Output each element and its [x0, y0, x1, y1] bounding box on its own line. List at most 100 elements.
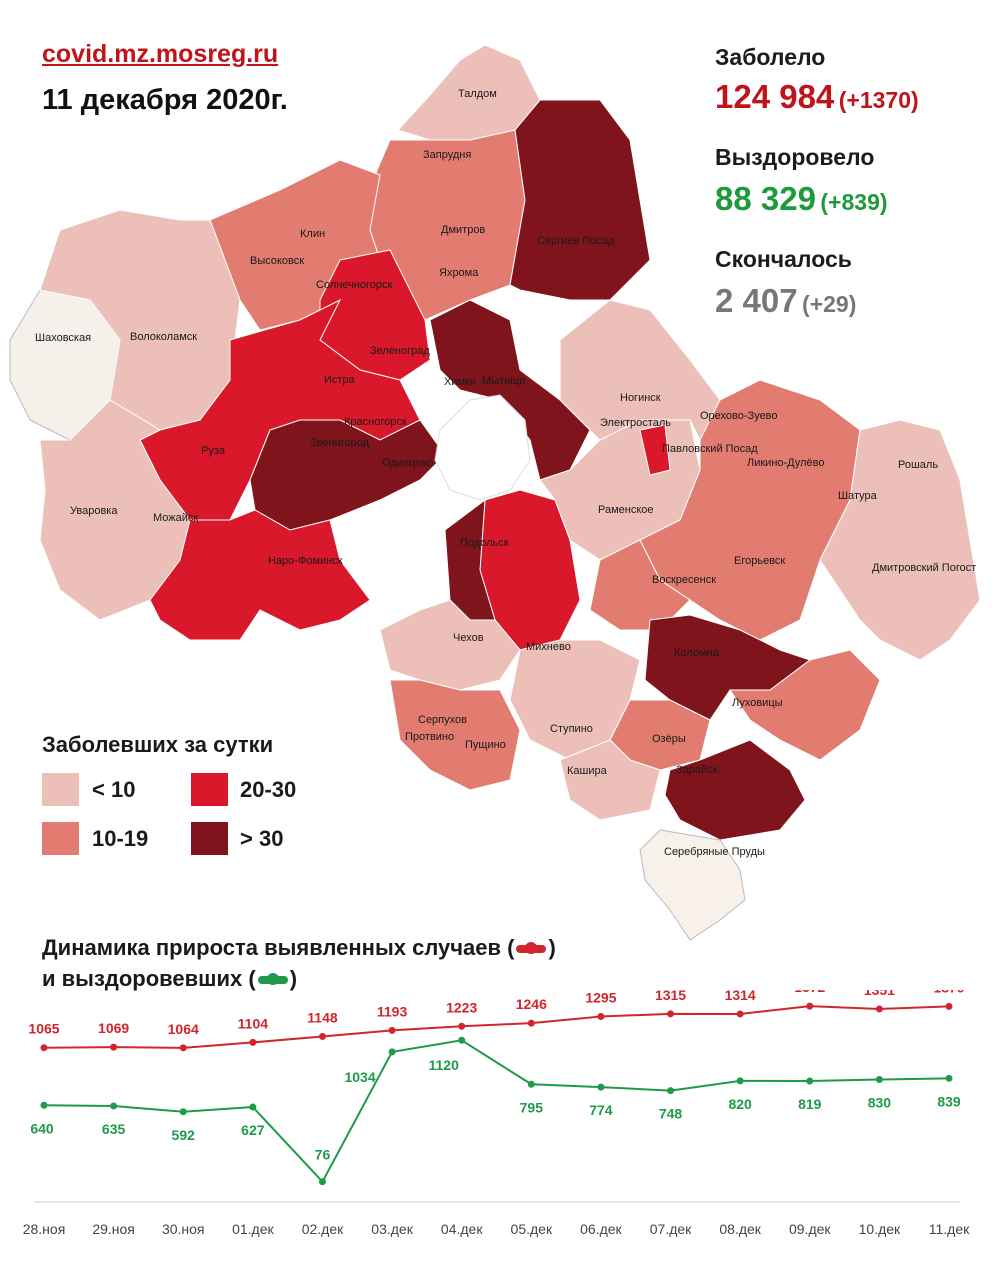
cases-data-label: 1370 [933, 990, 964, 995]
recovered-data-label: 748 [659, 1106, 683, 1122]
town-label: Серпухов [418, 714, 467, 726]
town-label: Химки [444, 376, 476, 388]
region-map: Талдом Запрудня Дмитров Яхрома Сергиев П… [9, 44, 981, 941]
district-kashira [559, 739, 661, 821]
x-tick-label: 11.дек [929, 1221, 970, 1237]
district-lukhovitsy [729, 649, 881, 761]
recovered-point [388, 1048, 396, 1056]
recovered-point [40, 1101, 48, 1109]
recovered-point [110, 1102, 118, 1110]
legend-swatch-lt10 [42, 773, 79, 806]
town-label: Волоколамск [130, 331, 197, 343]
district-voskresensk [589, 539, 691, 631]
town-label: Пущино [465, 739, 506, 751]
town-label: Михнево [526, 641, 571, 653]
district-serpukhov [389, 679, 521, 791]
district-pavlovsky-posad [639, 424, 671, 476]
recovered-data-label: 592 [172, 1127, 196, 1143]
x-tick-label: 07.дек [650, 1221, 692, 1237]
cases-point [318, 1032, 326, 1040]
town-label: Луховицы [732, 697, 783, 709]
town-label: Ногинск [620, 392, 661, 404]
district-naro-fominsk [149, 509, 371, 641]
recovered-data-label: 640 [30, 1120, 54, 1136]
town-label: Электросталь [600, 417, 671, 429]
town-label: Звенигород [310, 437, 370, 449]
cases-data-label: 1315 [655, 990, 686, 1003]
dynamics-title-line1-end: ) [548, 935, 556, 960]
infected-delta: (+1370) [838, 87, 919, 113]
x-tick-label: 28.ноя [23, 1221, 66, 1237]
cases-data-label: 1223 [446, 999, 477, 1015]
cases-point [249, 1038, 257, 1046]
legend-label-lt10: < 10 [92, 777, 136, 802]
dynamics-title-line2: и выздоровевших ( [42, 966, 256, 991]
cases-data-label: 1314 [725, 990, 756, 1003]
town-label: Талдом [458, 88, 497, 100]
recovered-point [875, 1076, 883, 1084]
town-label: Дмитров [441, 224, 485, 236]
x-tick-label: 10.дек [859, 1221, 901, 1237]
town-label: Раменское [598, 504, 654, 516]
recovered-value: 88 329 [715, 180, 816, 217]
recovered-stat: 88 329 (+839) [715, 180, 888, 218]
town-label: Кашира [567, 765, 608, 777]
x-tick-label: 30.ноя [162, 1221, 205, 1237]
town-label: Дмитровский Погост [872, 562, 976, 574]
town-label: Орехово-Зуево [700, 410, 778, 422]
x-tick-label: 04.дек [441, 1221, 483, 1237]
x-tick-label: 03.дек [371, 1221, 413, 1237]
town-label: Истра [324, 374, 356, 386]
cases-legend-icon [516, 942, 547, 955]
x-tick-label: 01.дек [232, 1221, 274, 1237]
town-label: Мытищи [482, 375, 525, 387]
legend-label-gt30: > 30 [240, 826, 284, 851]
cases-data-label: 1069 [98, 1020, 129, 1036]
infected-label: Заболело [715, 44, 826, 70]
town-label: Рошаль [898, 459, 938, 471]
town-label: Павловский Посад [662, 443, 758, 455]
recovered-point [527, 1080, 535, 1088]
recovered-data-label: 774 [589, 1102, 613, 1118]
moscow-city [434, 394, 531, 501]
legend-title: Заболевших за сутки [42, 732, 274, 757]
source-link[interactable]: covid.mz.mosreg.ru [42, 40, 279, 68]
cases-data-label: 1372 [794, 990, 825, 995]
recovered-series-line [43, 1039, 950, 1184]
town-label: Чехов [453, 632, 484, 644]
district-shatura [819, 419, 981, 661]
recovered-point [806, 1077, 814, 1085]
town-label: Подольск [460, 537, 509, 549]
cases-point [40, 1044, 48, 1052]
cases-data-label: 1295 [585, 990, 616, 1006]
district-sergiev-posad [509, 99, 651, 301]
cases-data-label: 1193 [377, 1003, 408, 1019]
cases-point [110, 1043, 118, 1051]
town-label: Ликино-Дулёво [747, 457, 825, 469]
legend-swatch-10-19 [42, 822, 79, 855]
legend-swatch-20-30 [191, 773, 228, 806]
deaths-delta: (+29) [802, 291, 857, 317]
cases-data-label: 1104 [238, 1015, 269, 1031]
cases-point [875, 1005, 883, 1013]
dynamics-title-line1: Динамика прироста выявленных случаев ( [42, 935, 515, 960]
dynamics-title-line2-end: ) [289, 966, 298, 991]
town-label: Зарайск [676, 764, 718, 776]
recovered-point [179, 1108, 187, 1116]
recovered-data-label: 627 [241, 1122, 265, 1138]
town-label: Коломна [674, 647, 720, 659]
recovered-data-label: 819 [798, 1096, 822, 1112]
town-label: Можайск [153, 512, 198, 524]
town-label: Клин [300, 228, 325, 240]
x-tick-label: 08.дек [719, 1221, 761, 1237]
town-label: Запрудня [423, 149, 471, 161]
recovered-data-label: 635 [102, 1121, 126, 1137]
cases-point [388, 1026, 396, 1034]
x-tick-label: 02.дек [302, 1221, 344, 1237]
infected-value: 124 984 [715, 78, 835, 115]
town-label: Шатура [838, 490, 878, 502]
district-serebryanye-prudy [639, 829, 746, 941]
town-label: Уваровка [70, 505, 118, 517]
recovered-delta: (+839) [820, 189, 888, 215]
